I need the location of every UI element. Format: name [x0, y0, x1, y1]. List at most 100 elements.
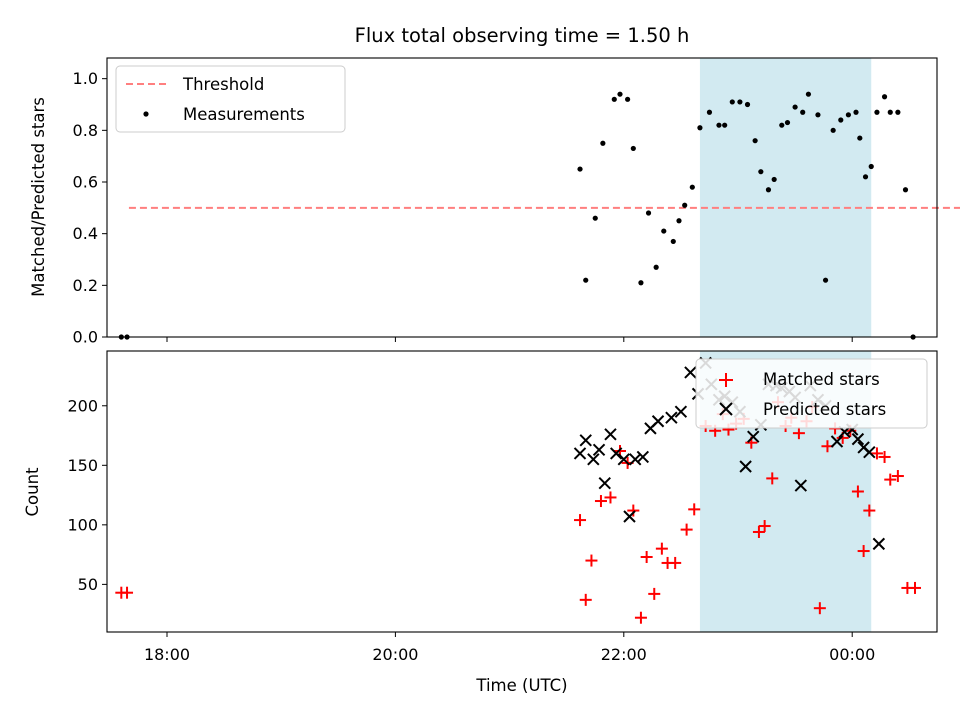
y-tick-label: 0.4	[73, 224, 98, 243]
predicted-star-point	[665, 411, 678, 424]
matched-star-point	[640, 550, 653, 563]
matched-star-point	[574, 514, 587, 527]
matched-legend-label: Matched stars	[763, 370, 880, 389]
predicted-star-point	[830, 435, 844, 448]
top-legend: Threshold Measurements	[115, 65, 346, 133]
predicted-star-point	[684, 366, 697, 379]
matched-star-point	[758, 520, 771, 533]
measurement-point	[682, 202, 688, 208]
measurement-point	[706, 109, 713, 115]
predicted-legend-swatch	[719, 402, 733, 416]
matched-star-point	[752, 525, 765, 538]
measurement-point	[638, 280, 644, 286]
predicted-star-point	[598, 476, 611, 490]
measurement-point	[577, 166, 583, 172]
measurements-legend-swatch	[143, 111, 149, 117]
y-tick-label: 1.0	[73, 69, 98, 88]
measurement-point	[744, 101, 751, 108]
measurement-point	[697, 125, 703, 131]
predicted-star-point	[617, 453, 631, 466]
matched-star-point	[851, 485, 864, 498]
matched-star-point	[634, 611, 647, 624]
matched-star-point	[766, 472, 779, 485]
measurement-point	[625, 96, 631, 102]
matched-star-point	[878, 450, 891, 463]
measurement-point	[689, 184, 695, 190]
x-tick-label: 20:00	[372, 645, 418, 664]
predicted-star-point	[636, 450, 650, 464]
top-y-ticks: 0.0 0.2 0.4 0.6 0.8 1.0	[73, 69, 107, 347]
measurement-point	[722, 122, 728, 128]
matched-star-point	[909, 581, 922, 594]
measurement-point	[617, 91, 623, 97]
measurement-point	[583, 277, 589, 283]
measurement-point	[800, 109, 806, 115]
measurement-point	[784, 119, 791, 126]
predicted-star-point	[604, 428, 617, 441]
matched-star-point	[680, 523, 693, 536]
measurement-point	[815, 112, 821, 118]
measurement-point	[845, 112, 851, 118]
matched-star-point	[121, 586, 134, 599]
measurement-point	[600, 140, 606, 146]
bottom-legend: Matched stars Predicted stars	[695, 358, 928, 429]
predicted-star-point	[623, 510, 636, 523]
top-plot-area	[118, 91, 960, 340]
measurement-point	[805, 91, 812, 97]
y-tick-label: 0.8	[73, 121, 98, 140]
top-x-ticks	[166, 337, 853, 342]
y-tick-label: 0.0	[73, 328, 98, 347]
predicted-star-point	[592, 443, 606, 457]
measurement-point	[729, 99, 735, 105]
matched-star-point	[655, 542, 668, 555]
measurement-point	[630, 145, 636, 152]
measurement-point	[752, 138, 758, 144]
bottom-legend-box	[695, 358, 928, 429]
matched-star-point	[813, 602, 826, 615]
x-tick-label: 00:00	[829, 645, 875, 664]
measurement-point	[830, 127, 836, 133]
top-legend-box	[115, 65, 346, 133]
measurement-point	[771, 176, 777, 183]
top-y-axis-label: Matched/Predicted stars	[29, 97, 48, 297]
predicted-legend-label: Predicted stars	[763, 400, 886, 419]
matched-star-point	[669, 556, 682, 569]
matched-star-point	[857, 545, 870, 558]
chart-title: Flux total observing time = 1.50 h	[355, 24, 690, 47]
predicted-star-point	[674, 405, 688, 418]
measurement-point	[887, 109, 893, 115]
measurement-point	[765, 187, 772, 193]
matched-star-point	[884, 473, 897, 486]
y-tick-label: 0.2	[73, 276, 98, 295]
matched-star-point	[648, 587, 661, 600]
measurement-point	[661, 228, 667, 234]
matched-star-point	[863, 504, 876, 517]
predicted-star-point	[794, 479, 808, 492]
predicted-star-point	[573, 447, 587, 460]
measurement-point	[676, 218, 682, 224]
measurement-point	[874, 109, 880, 115]
measurement-point	[716, 122, 722, 128]
predicted-star-point	[872, 537, 886, 551]
measurement-point	[758, 169, 764, 175]
measurement-point	[653, 264, 659, 270]
y-tick-label: 0.6	[73, 173, 98, 192]
measurement-point	[822, 277, 829, 283]
y-tick-label: 50	[78, 575, 98, 594]
y-tick-label: 200	[67, 396, 98, 415]
measurement-point	[853, 109, 859, 115]
matched-star-point	[579, 593, 592, 606]
measurement-point	[838, 117, 844, 123]
x-axis-label: Time (UTC)	[475, 676, 567, 695]
matched-star-point	[792, 427, 805, 440]
threshold-legend-label: Threshold	[182, 75, 264, 94]
y-tick-label: 150	[67, 456, 98, 475]
observing-window-shade-top	[699, 58, 872, 337]
matched-star-point	[585, 554, 598, 567]
top-axes-frame	[106, 57, 938, 338]
matched-star-point	[891, 470, 904, 483]
x-tick-label: 22:00	[601, 645, 647, 664]
x-tick-label: 18:00	[144, 645, 190, 664]
